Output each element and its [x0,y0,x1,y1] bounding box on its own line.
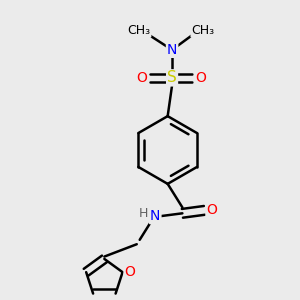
Text: O: O [136,71,147,85]
Text: CH₃: CH₃ [127,24,150,37]
Text: O: O [124,265,135,279]
Text: N: N [150,209,160,223]
Text: O: O [206,203,217,218]
Text: N: N [167,43,177,57]
Text: H: H [139,207,148,220]
Text: CH₃: CH₃ [191,24,214,37]
Text: S: S [167,70,177,86]
Text: O: O [195,71,206,85]
